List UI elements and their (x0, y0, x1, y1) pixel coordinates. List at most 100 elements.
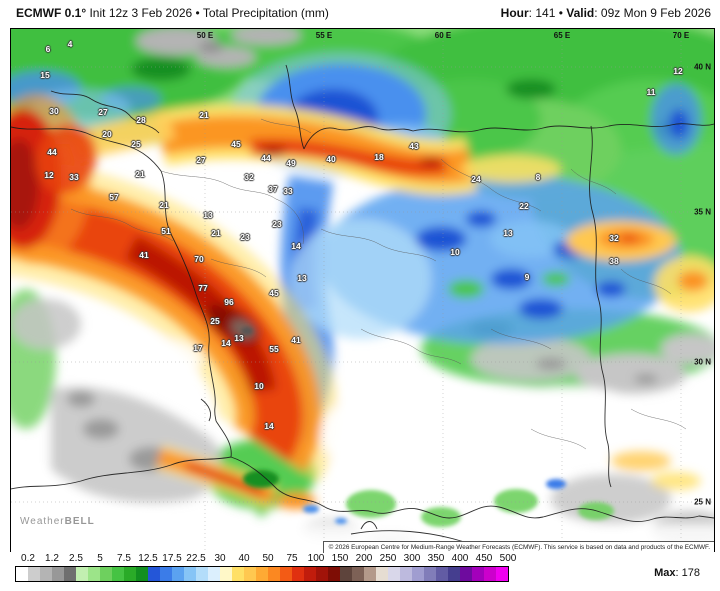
legend-color-segment (268, 567, 280, 581)
legend-tick: 30 (214, 553, 226, 564)
legend-tick: 5 (97, 553, 103, 564)
precip-value-label: 18 (374, 152, 384, 162)
legend-tick: 40 (238, 553, 250, 564)
legend-color-segment (136, 567, 148, 581)
legend-tick: 12.5 (138, 553, 158, 564)
legend-tick: 200 (355, 553, 373, 564)
precip-value-label: 27 (196, 155, 206, 165)
legend-tick: 400 (451, 553, 469, 564)
precip-value-label: 6 (45, 44, 51, 54)
precip-value-label: 41 (139, 250, 149, 260)
latitude-label: 30 N (694, 357, 711, 367)
legend-color-segment (16, 567, 28, 581)
model-name: ECMWF 0.1° (16, 6, 87, 20)
legend-color-segment (52, 567, 64, 581)
legend-tick: 22.5 (186, 553, 206, 564)
precip-value-label: 23 (240, 232, 250, 242)
precip-value-label: 12 (673, 66, 683, 76)
legend-color-segment (124, 567, 136, 581)
legend-color-segment (316, 567, 328, 581)
color-scale-legend: 0.2 1.2 2.5 5 7.5 12.5 17.5 22.5 30 40 50 75 100 150 2… (0, 552, 720, 591)
legend-tick: 75 (286, 553, 298, 564)
chart-title: ECMWF 0.1° Init 12z 3 Feb 2026 • Total P… (16, 6, 329, 20)
legend-color-segment (40, 567, 52, 581)
weatherbell-watermark: WeatherBELL (20, 516, 95, 527)
precip-value-label: 23 (272, 219, 282, 229)
legend-color-segment (388, 567, 400, 581)
copyright-notice: © 2026 European Centre for Medium-Range … (322, 541, 714, 553)
legend-color-segment (184, 567, 196, 581)
legend-color-segment (148, 567, 160, 581)
legend-color-segment (340, 567, 352, 581)
precip-value-label: 37 (268, 184, 278, 194)
legend-color-segment (100, 567, 112, 581)
precip-value-label: 17 (193, 343, 203, 353)
legend-color-segment (376, 567, 388, 581)
legend-color-segment (256, 567, 268, 581)
precip-value-label: 8 (535, 172, 541, 182)
precip-value-label: 44 (261, 153, 271, 163)
hour-value: : 141 • (528, 6, 567, 20)
legend-color-segment (172, 567, 184, 581)
legend-tick: 2.5 (69, 553, 83, 564)
legend-color-segment (352, 567, 364, 581)
legend-tick: 500 (499, 553, 517, 564)
legend-color-segment (364, 567, 376, 581)
precip-value-label: 13 (297, 273, 307, 283)
precip-value-label: 57 (109, 192, 119, 202)
legend-color-segment (460, 567, 472, 581)
legend-color-segment (160, 567, 172, 581)
precip-value-label: 51 (161, 226, 171, 236)
precip-value-label: 13 (234, 333, 244, 343)
latitude-label: 40 N (694, 62, 711, 72)
latitude-label: 25 N (694, 497, 711, 507)
precip-value-label: 11 (646, 87, 656, 97)
latitude-label: 35 N (694, 207, 711, 217)
precip-value-label: 15 (40, 70, 50, 80)
precip-value-label: 12 (44, 170, 54, 180)
legend-tick: 150 (331, 553, 349, 564)
precip-value-label: 28 (136, 115, 146, 125)
legend-tick: 100 (307, 553, 325, 564)
legend-tick: 450 (475, 553, 493, 564)
max-number: : 178 (675, 567, 700, 579)
precip-value-label: 96 (224, 297, 234, 307)
legend-tick: 350 (427, 553, 445, 564)
header-bar: ECMWF 0.1° Init 12z 3 Feb 2026 • Total P… (0, 0, 720, 28)
precip-value-label: 32 (244, 172, 254, 182)
watermark-text-bold: BELL (64, 516, 95, 527)
longitude-label: 60 E (434, 31, 452, 40)
legend-color-segment (220, 567, 232, 581)
longitude-label: 65 E (553, 31, 571, 40)
legend-color-segment (232, 567, 244, 581)
init-product-text: Init 12z 3 Feb 2026 • Total Precipitatio… (86, 6, 329, 20)
max-label: Max (654, 567, 676, 579)
legend-tick: 0.2 (21, 553, 35, 564)
precip-value-label: 21 (135, 169, 145, 179)
precip-value-label: 30 (49, 106, 59, 116)
legend-color-segment (292, 567, 304, 581)
legend-color-segment (400, 567, 412, 581)
precip-value-label: 41 (291, 335, 301, 345)
legend-tick: 17.5 (162, 553, 182, 564)
legend-color-segment (208, 567, 220, 581)
precip-value-label: 38 (609, 256, 619, 266)
legend-color-segment (76, 567, 88, 581)
precip-value-label: 27 (98, 107, 108, 117)
precip-value-label: 4 (67, 39, 73, 49)
precip-value-label: 77 (198, 283, 208, 293)
legend-color-segment (196, 567, 208, 581)
legend-color-segment (412, 567, 424, 581)
legend-color-segment (88, 567, 100, 581)
hour-label: Hour (500, 6, 529, 20)
legend-tick: 7.5 (117, 553, 131, 564)
legend-color-segment (28, 567, 40, 581)
watermark-text: Weather (20, 516, 65, 527)
legend-tick: 250 (379, 553, 397, 564)
precip-value-label: 24 (471, 174, 481, 184)
legend-color-segment (424, 567, 436, 581)
precip-value-label: 45 (231, 139, 241, 149)
legend-color-segment (280, 567, 292, 581)
legend-color-segment (496, 567, 508, 581)
